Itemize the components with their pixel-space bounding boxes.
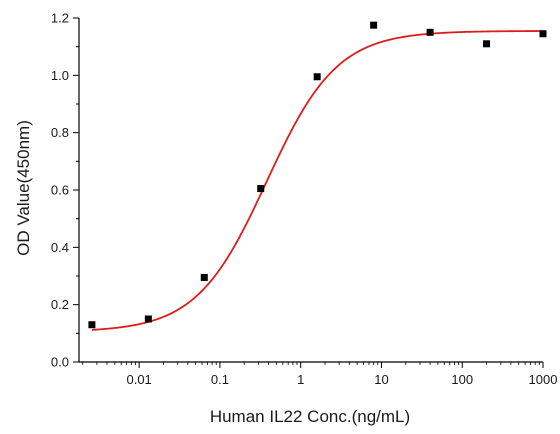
y-axis-label: OD Value(450nm): [14, 120, 33, 256]
y-tick-label: 1.2: [51, 11, 69, 26]
y-tick-label: 0.6: [51, 183, 69, 198]
x-axis-label: Human IL22 Conc.(ng/mL): [210, 407, 410, 426]
y-tick-label: 1.0: [51, 68, 69, 83]
data-point: [200, 273, 208, 281]
data-point: [370, 21, 378, 29]
y-tick-label: 0.8: [51, 125, 69, 140]
x-tick-label: 1: [297, 372, 304, 387]
data-point: [426, 28, 434, 36]
x-tick-label: 0.1: [211, 372, 229, 387]
y-tick-label: 0.2: [51, 297, 69, 312]
y-tick-label: 0.0: [51, 355, 69, 370]
data-point: [539, 30, 547, 38]
y-tick-label: 0.4: [51, 240, 69, 255]
data-point: [144, 315, 152, 323]
data-point: [257, 185, 265, 193]
x-tick-label: 0.01: [126, 372, 151, 387]
fit-curve-line: [91, 30, 544, 331]
x-tick-label: 100: [451, 372, 473, 387]
x-tick-label: 1000: [529, 372, 558, 387]
data-point: [313, 73, 321, 81]
data-point: [88, 321, 96, 329]
data-point: [483, 40, 491, 48]
x-tick-label: 10: [374, 372, 388, 387]
